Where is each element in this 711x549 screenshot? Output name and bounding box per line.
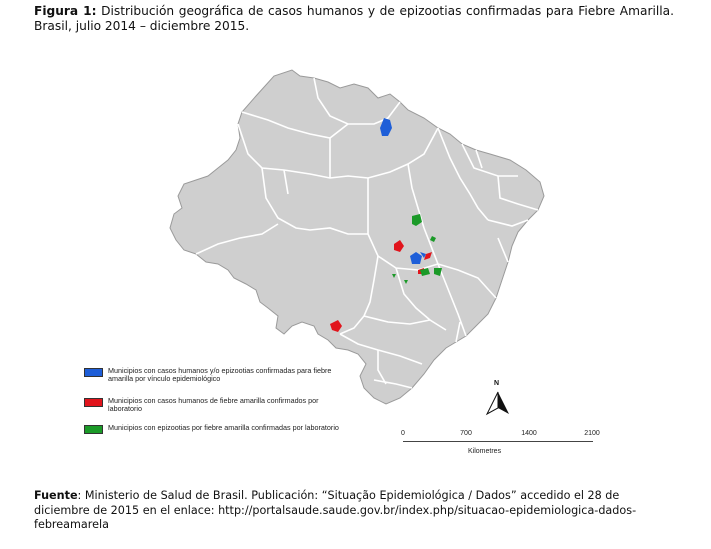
legend-swatch-blue — [84, 368, 103, 377]
source-text: : Ministerio de Salud de Brasil. Publica… — [34, 489, 637, 531]
legend-text-red: Municipios con casos humanos de fiebre a… — [108, 396, 319, 413]
brazil-outline — [169, 69, 545, 405]
red-municipalities — [330, 240, 432, 332]
caption-text: Distribución geográfica de casos humanos… — [34, 4, 674, 33]
scale-line — [403, 441, 593, 442]
scale-tick-1400: 1400 — [521, 430, 537, 437]
scale-bar: 0 700 1400 2100 Kilometres — [398, 430, 600, 460]
blue-municipalities — [380, 118, 426, 264]
legend-item-red: Municipios con casos humanos de fiebre a… — [84, 397, 343, 413]
figure-caption: Figura 1: Distribución geográfica de cas… — [34, 4, 674, 34]
legend-text-green: Municipios con epizootias por fiebre ama… — [108, 423, 339, 432]
map-svg — [169, 69, 545, 405]
scale-tick-0: 0 — [401, 430, 405, 437]
caption-label: Figura 1: — [34, 4, 97, 18]
legend-item-blue: Municipios con casos humanos y/o epizoot… — [84, 367, 343, 383]
source-label: Fuente — [34, 489, 78, 502]
legend-swatch-green — [84, 425, 103, 434]
scale-tick-2100: 2100 — [584, 430, 600, 437]
north-arrow: N — [483, 380, 513, 420]
scale-tick-700: 700 — [460, 430, 472, 437]
north-label: N — [494, 380, 500, 387]
legend-text-blue: Municipios con casos humanos y/o epizoot… — [108, 366, 332, 383]
state-borders — [195, 77, 539, 389]
scale-unit: Kilometres — [468, 448, 502, 455]
north-arrow-icon — [485, 391, 509, 416]
green-municipalities — [392, 214, 442, 284]
legend-item-green: Municipios con epizootias por fiebre ama… — [84, 424, 343, 434]
legend-swatch-red — [84, 398, 103, 407]
source-note: Fuente: Ministerio de Salud de Brasil. P… — [34, 489, 674, 533]
brazil-map — [78, 58, 618, 468]
